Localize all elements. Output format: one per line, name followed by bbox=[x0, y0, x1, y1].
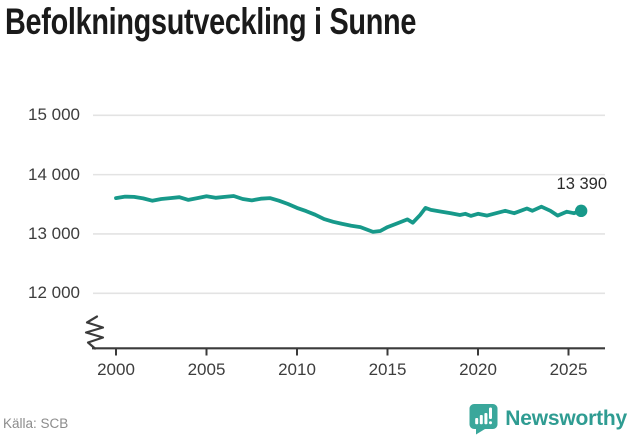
last-data-point-marker[interactable] bbox=[574, 204, 588, 218]
population-series-line bbox=[114, 194, 584, 234]
x-axis-tick-label: 2025 bbox=[549, 360, 588, 379]
axis-break-icon bbox=[84, 315, 105, 350]
y-axis-tick-label: 14 000 bbox=[28, 164, 80, 184]
y-axis-tick-label: 15 000 bbox=[28, 105, 80, 125]
x-axis-tick-label: 2005 bbox=[187, 360, 226, 379]
y-axis-tick-label: 12 000 bbox=[28, 283, 80, 303]
source-caption: Källa: SCB bbox=[3, 416, 69, 431]
x-axis-tick-label: 2000 bbox=[97, 360, 135, 379]
x-axis-tick-label: 2010 bbox=[278, 360, 316, 379]
x-axis-tick-label: 2015 bbox=[368, 360, 407, 379]
chart-title: Befolkningsutveckling i Sunne bbox=[5, 1, 417, 42]
x-axis-tick-label: 2020 bbox=[459, 360, 497, 379]
bar-chart-speech-bubble-icon bbox=[469, 404, 498, 435]
newsworthy-wordmark: Newsworthy bbox=[505, 407, 627, 430]
y-axis-tick-label: 13 000 bbox=[28, 223, 80, 243]
last-value-label: 13 390 bbox=[556, 175, 607, 193]
newsworthy-logo[interactable]: Newsworthy bbox=[469, 403, 627, 435]
